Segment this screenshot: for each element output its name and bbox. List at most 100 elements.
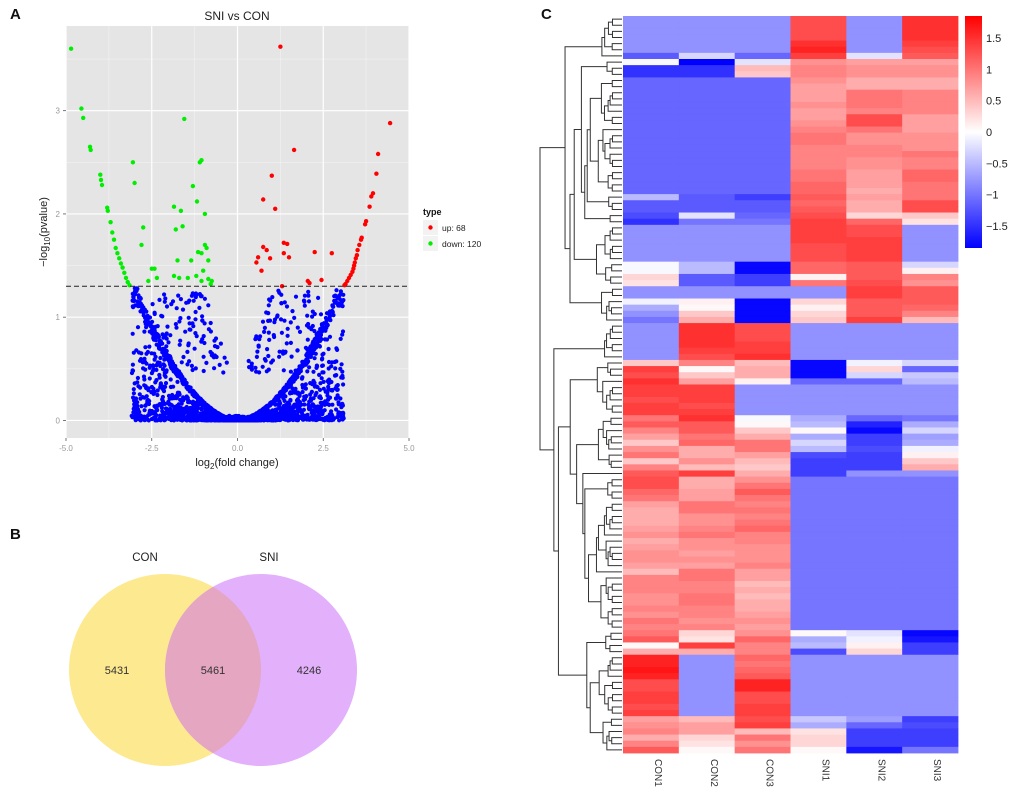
- volcano-point-ns: [162, 418, 167, 423]
- column-label-sni3: SNI3: [931, 759, 942, 782]
- dendrogram-branch: [611, 405, 622, 413]
- dendrogram-branch: [605, 635, 611, 650]
- volcano-point-ns: [185, 349, 190, 354]
- heatmap-cell: [790, 746, 847, 754]
- heatmap-cell: [734, 89, 791, 97]
- heatmap-cell: [734, 697, 791, 705]
- dendrogram-branch: [610, 460, 622, 468]
- volcano-point-down: [99, 182, 105, 188]
- heatmap-cell: [902, 507, 959, 514]
- heatmap-cell: [846, 378, 903, 385]
- heatmap-cell: [623, 230, 680, 238]
- volcano-point-ns: [340, 329, 346, 334]
- heatmap-cell: [902, 316, 959, 324]
- volcano-point-ns: [184, 396, 189, 401]
- heatmap-cell: [678, 574, 736, 582]
- volcano-point-ns: [310, 309, 315, 314]
- heatmap-cell: [902, 114, 959, 121]
- volcano-point-ns: [175, 373, 181, 379]
- heatmap-cell: [678, 648, 736, 656]
- heatmap-cell: [678, 200, 736, 207]
- heatmap-cell: [846, 697, 903, 705]
- dendrogram-branch: [589, 682, 604, 734]
- heatmap-cell: [902, 746, 959, 754]
- dendrogram-branch: [564, 46, 602, 250]
- dendrogram-branch: [611, 227, 622, 235]
- heatmap-cell: [734, 372, 791, 379]
- heatmap-cell: [734, 58, 791, 66]
- volcano-point-ns: [183, 329, 188, 334]
- heatmap-cell: [623, 95, 680, 103]
- volcano-point-down: [202, 211, 208, 217]
- volcano-point-ns: [334, 288, 339, 293]
- volcano-point-ns: [130, 298, 135, 303]
- heatmap-cell: [623, 642, 680, 649]
- volcano-point-ns: [150, 319, 155, 324]
- volcano-point-ns: [314, 390, 319, 396]
- venn-circle-con: [69, 574, 261, 766]
- heatmap-cell: [846, 237, 903, 244]
- heatmap-cell: [902, 501, 959, 508]
- heatmap-cell: [734, 40, 791, 48]
- heatmap-cell: [790, 224, 847, 232]
- heatmap-cell: [623, 378, 680, 385]
- heatmap-cell: [623, 587, 680, 594]
- volcano-point-ns: [193, 317, 198, 322]
- heatmap-cell: [734, 157, 791, 164]
- heatmap-cell: [623, 335, 680, 342]
- heatmap-cell: [790, 138, 847, 146]
- heatmap-cell: [790, 636, 847, 643]
- heatmap-cell: [678, 329, 736, 336]
- volcano-point-ns: [221, 418, 226, 423]
- heatmap-cell: [734, 458, 791, 465]
- volcano-point-ns: [174, 306, 179, 311]
- heatmap-cell: [623, 654, 680, 662]
- volcano-point-ns: [202, 296, 207, 301]
- volcano-point-ns: [312, 356, 317, 361]
- volcano-point-up: [286, 255, 292, 260]
- volcano-point-ns: [224, 360, 229, 365]
- volcano-point-ns: [338, 336, 343, 341]
- heatmap-cell: [790, 212, 847, 220]
- volcano-point-ns: [288, 320, 293, 325]
- heatmap-cell: [623, 58, 680, 66]
- heatmap-cell: [623, 636, 680, 643]
- volcano-point-ns: [129, 413, 134, 418]
- volcano-point-down: [111, 237, 117, 242]
- volcano-point-ns: [193, 400, 199, 405]
- heatmap-cell: [734, 187, 791, 195]
- dendrogram-branch: [609, 95, 622, 106]
- dendrogram-branch: [608, 439, 622, 450]
- heatmap-cell: [790, 513, 847, 521]
- volcano-point-ns: [256, 343, 261, 348]
- heatmap-cell: [846, 599, 903, 606]
- volcano-point-ns: [193, 408, 198, 413]
- volcano-point-ns: [138, 385, 143, 390]
- dendrogram-branch: [607, 21, 613, 35]
- volcano-point-ns: [279, 301, 284, 306]
- volcano-point-ns: [200, 318, 205, 323]
- heatmap-cell: [790, 249, 847, 256]
- volcano-point-down: [79, 106, 84, 111]
- dendrogram-branch: [600, 585, 609, 619]
- heatmap-cell: [790, 390, 847, 398]
- heatmap-cell: [846, 421, 903, 428]
- heatmap-cell: [678, 507, 736, 514]
- heatmap-cell: [790, 501, 847, 508]
- volcano-point-ns: [254, 354, 259, 359]
- volcano-point-up: [319, 277, 324, 283]
- heatmap-cell: [734, 409, 791, 416]
- heatmap-cell: [902, 710, 959, 717]
- volcano-point-ns: [260, 319, 266, 324]
- heatmap-cell: [902, 126, 959, 134]
- heatmap-cell: [846, 562, 903, 570]
- heatmap-cell: [902, 482, 959, 490]
- volcano-point-ns: [163, 296, 168, 301]
- dendrogram-branch: [609, 645, 622, 653]
- volcano-point-ns: [311, 369, 316, 374]
- volcano-point-ns: [160, 367, 166, 372]
- heatmap-cell: [902, 353, 959, 361]
- volcano-point-ns: [147, 412, 153, 417]
- heatmap-cell: [734, 144, 791, 152]
- heatmap-cell: [623, 304, 680, 312]
